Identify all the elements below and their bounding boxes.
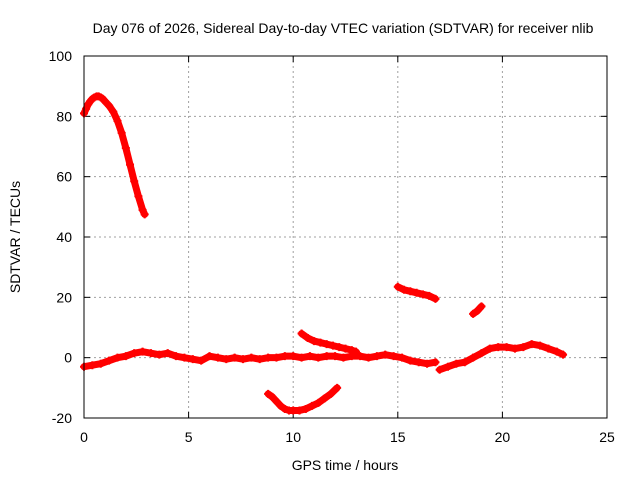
- data-point: [559, 350, 568, 359]
- x-axis-label: GPS time / hours: [292, 457, 399, 473]
- y-tick-label: 100: [49, 48, 73, 64]
- series-band: [327, 384, 341, 398]
- x-tick-label: 25: [599, 429, 615, 445]
- data-point: [333, 383, 342, 392]
- series-arc-mid-positive: [297, 329, 360, 356]
- series-arc-late-baseline: [435, 340, 568, 374]
- data-point: [431, 358, 440, 367]
- x-tick-label: 20: [495, 429, 511, 445]
- data-point: [477, 302, 486, 311]
- series-baseline-main: [80, 347, 440, 371]
- x-tick-label: 0: [80, 429, 88, 445]
- y-tick-label: 0: [64, 350, 72, 366]
- series-arc-dip: [264, 383, 342, 415]
- y-tick-label: 40: [56, 229, 72, 245]
- chart-title: Day 076 of 2026, Sidereal Day-to-day VTE…: [93, 20, 594, 36]
- y-tick-label: 60: [56, 169, 72, 185]
- data-point: [431, 294, 440, 303]
- data-point: [351, 347, 360, 356]
- x-tick-label: 15: [390, 429, 406, 445]
- y-axis-label: SDTVAR / TECUs: [7, 181, 23, 293]
- x-tick-label: 10: [285, 429, 301, 445]
- x-tick-label: 5: [185, 429, 193, 445]
- tick-labels: 0 5 10 15 20 25 -20 0 20 40 60 80 100: [49, 48, 615, 445]
- y-tick-label: 20: [56, 289, 72, 305]
- series-arc-upper-right: [393, 282, 440, 303]
- data-marks: [80, 92, 568, 415]
- y-tick-label: 80: [56, 108, 72, 124]
- y-tick-label: -20: [52, 410, 72, 426]
- series-arc-short: [469, 302, 486, 318]
- series-arc-early-high: [80, 92, 149, 219]
- plot-frame: [83, 55, 608, 419]
- data-point: [140, 210, 149, 219]
